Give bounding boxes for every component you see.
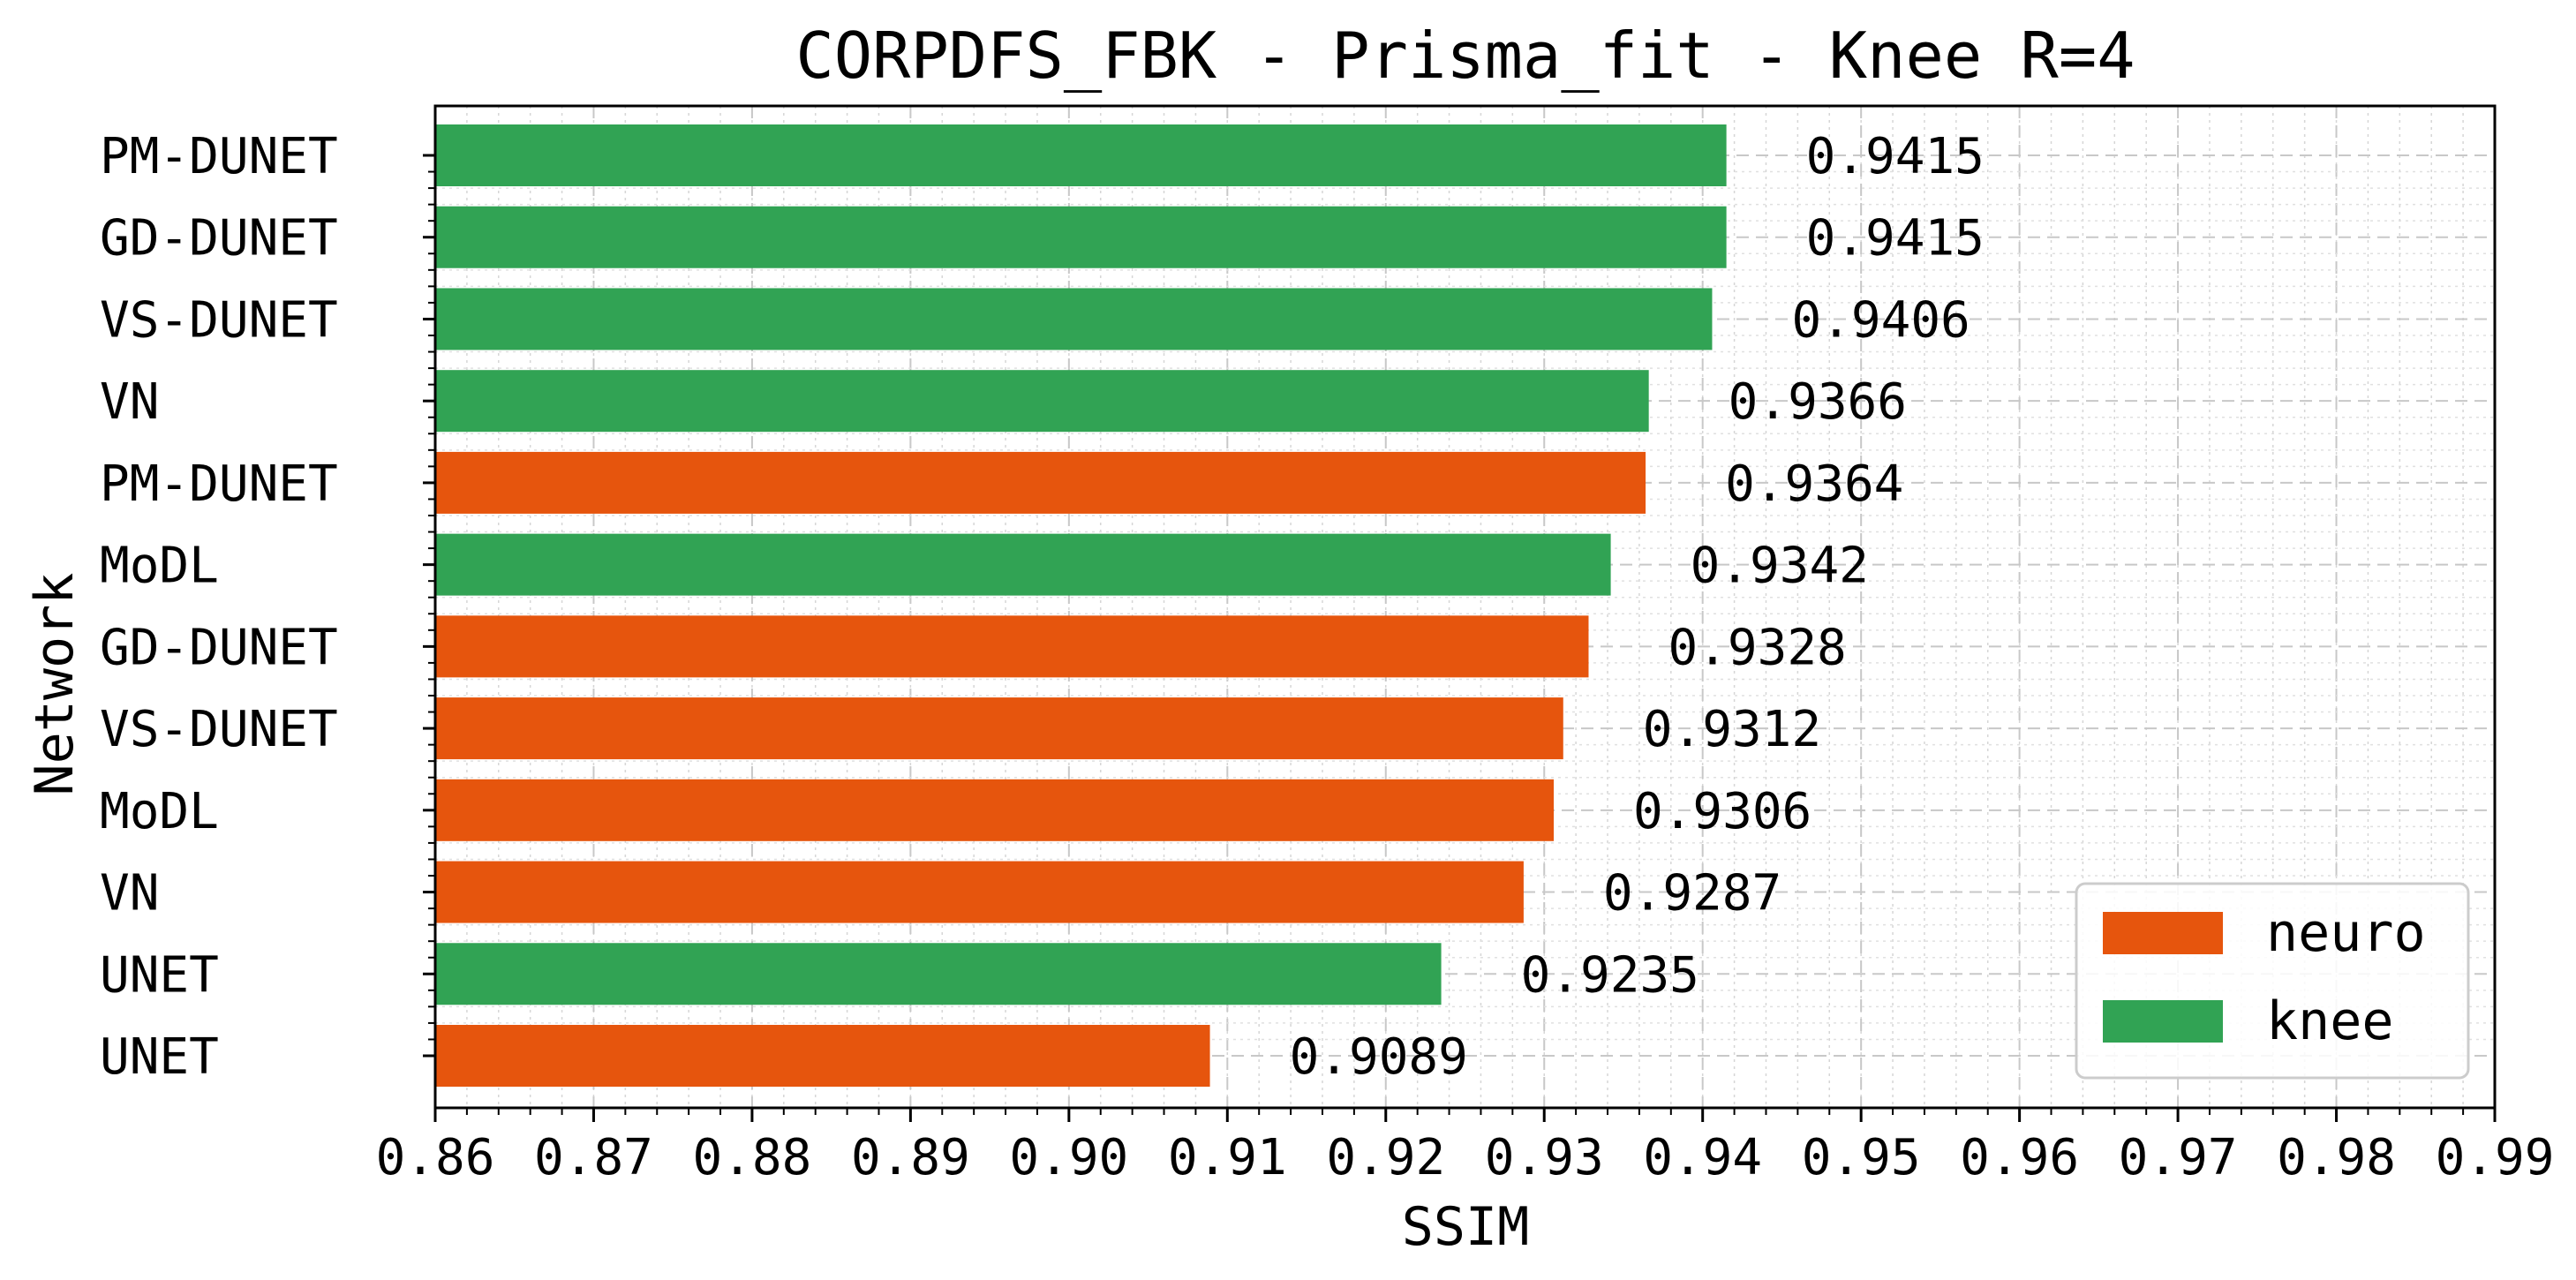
y-axis-label: Network [24,573,86,796]
legend-swatch-knee [2103,1000,2223,1043]
y-tick-label: GD-DUNET [100,619,338,676]
bar-knee [435,943,1442,1005]
legend-label-knee: knee [2266,990,2394,1052]
legend-swatch-neuro [2103,912,2223,954]
bar-value-label: 0.9312 [1643,701,1821,758]
y-tick-label: VS-DUNET [100,291,338,349]
plot-frame [433,104,2497,1110]
bar-neuro [435,697,1563,760]
x-tick-label: 0.88 [692,1129,811,1186]
bar-knee [435,206,1727,268]
x-tick-label: 0.98 [2277,1129,2396,1186]
bar-value-label: 0.9364 [1725,456,1903,513]
bars: 0.9415 0.9415 0.9406 0.9366 0.9364 0.9342 0.93… [435,124,1985,1087]
x-tick-label: 0.97 [2119,1129,2238,1186]
x-tick-label: 0.91 [1168,1129,1287,1186]
y-tick-label: VN [100,373,159,431]
x-axis-label: SSIM [1402,1196,1530,1258]
legend-label-neuro: neuro [2266,902,2426,964]
bar-neuro [435,779,1554,841]
bar-value-label: 0.9306 [1633,783,1811,840]
bar-neuro [435,615,1589,678]
x-tick-label: 0.89 [851,1129,970,1186]
legend: neuro knee [2075,882,2470,1080]
x-tick-label: 0.93 [1485,1129,1604,1186]
bar-value-label: 0.9415 [1806,128,1985,185]
bar-value-label: 0.9366 [1729,373,1907,431]
labels: CORPDFS_FBK - Prisma_fit - Knee R=4 SSIM… [24,19,2135,1258]
x-tick-label: 0.96 [1960,1129,2079,1186]
x-tick-label: 0.95 [1802,1129,1921,1186]
axes: PM-DUNET GD-DUNET VS-DUNET VN PM-DUNET MoDL GD… [100,104,2555,1186]
y-tick-label: UNET [100,1028,219,1086]
chart-title: CORPDFS_FBK - Prisma_fit - Knee R=4 [795,19,2135,93]
y-tick-label: VN [100,865,159,922]
bar-knee [435,533,1611,596]
bar-neuro [435,1025,1210,1087]
bar-neuro [435,451,1646,514]
bar-value-label: 0.9406 [1791,291,1970,349]
bar-value-label: 0.9328 [1668,619,1846,676]
y-tick-label: VS-DUNET [100,701,338,758]
bar-value-label: 0.9415 [1806,210,1985,267]
y-tick-label: PM-DUNET [100,456,338,513]
y-tick-label: MoDL [100,538,219,595]
x-tick-label: 0.87 [534,1129,653,1186]
bar-knee [435,124,1727,186]
y-tick-label: MoDL [100,783,219,840]
x-tick-label: 0.90 [1009,1129,1128,1186]
bar-knee [435,370,1649,433]
bar-value-label: 0.9089 [1290,1028,1468,1086]
x-tick-label: 0.94 [1643,1129,1762,1186]
x-tick-label: 0.86 [376,1129,495,1186]
bar-value-label: 0.9235 [1521,946,1699,1004]
bar-neuro [435,861,1524,923]
y-tick-label: UNET [100,946,219,1004]
y-tick-label: GD-DUNET [100,210,338,267]
x-tick-label: 0.92 [1326,1129,1445,1186]
bar-value-label: 0.9287 [1603,865,1781,922]
y-tick-label: PM-DUNET [100,128,338,185]
bar-knee [435,288,1713,350]
x-tick-label: 0.99 [2436,1129,2555,1186]
bar-value-label: 0.9342 [1691,538,1869,595]
